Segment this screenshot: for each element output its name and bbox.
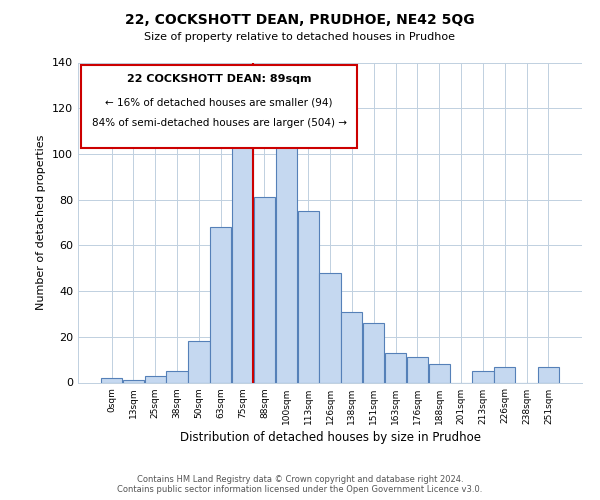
- Text: Contains HM Land Registry data © Crown copyright and database right 2024.
Contai: Contains HM Land Registry data © Crown c…: [118, 474, 482, 494]
- Text: ← 16% of detached houses are smaller (94): ← 16% of detached houses are smaller (94…: [105, 98, 333, 108]
- Bar: [232, 131, 253, 382]
- Bar: [123, 380, 144, 382]
- Bar: [385, 353, 406, 382]
- Bar: [101, 378, 122, 382]
- Text: 22 COCKSHOTT DEAN: 89sqm: 22 COCKSHOTT DEAN: 89sqm: [127, 74, 311, 84]
- Bar: [494, 366, 515, 382]
- Bar: [428, 364, 450, 382]
- Bar: [210, 227, 232, 382]
- Text: 84% of semi-detached houses are larger (504) →: 84% of semi-detached houses are larger (…: [91, 118, 347, 128]
- Bar: [363, 323, 384, 382]
- Bar: [188, 342, 209, 382]
- Text: Size of property relative to detached houses in Prudhoe: Size of property relative to detached ho…: [145, 32, 455, 42]
- Bar: [538, 366, 559, 382]
- Bar: [166, 371, 188, 382]
- Bar: [472, 371, 494, 382]
- Bar: [319, 273, 341, 382]
- Text: 22, COCKSHOTT DEAN, PRUDHOE, NE42 5QG: 22, COCKSHOTT DEAN, PRUDHOE, NE42 5QG: [125, 12, 475, 26]
- Bar: [254, 198, 275, 382]
- Bar: [276, 142, 297, 382]
- X-axis label: Distribution of detached houses by size in Prudhoe: Distribution of detached houses by size …: [179, 430, 481, 444]
- Bar: [341, 312, 362, 382]
- Bar: [145, 376, 166, 382]
- Bar: [407, 358, 428, 382]
- Y-axis label: Number of detached properties: Number of detached properties: [37, 135, 46, 310]
- Bar: [298, 211, 319, 382]
